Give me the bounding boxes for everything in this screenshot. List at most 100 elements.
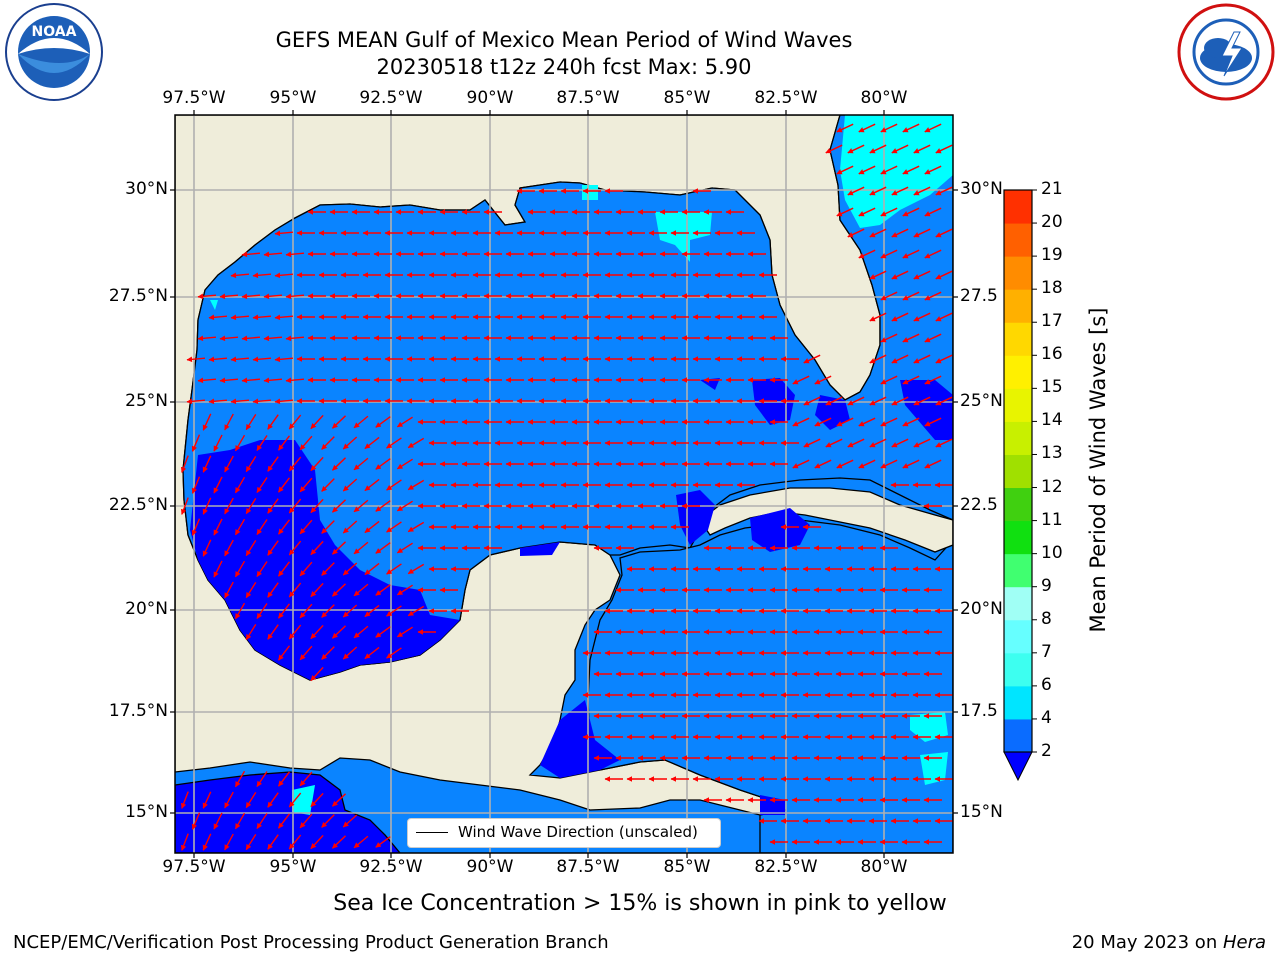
wind-arrow: [858, 417, 876, 427]
wind-arrow: [331, 583, 347, 597]
colorbar-tick-label-6: 10: [1041, 542, 1063, 563]
colorbar-tick-label-1: 4: [1041, 707, 1052, 728]
footer-credit: NCEP/EMC/Verification Post Processing Pr…: [13, 932, 609, 953]
wind-arrow: [252, 356, 272, 363]
wind-arrow: [234, 518, 246, 536]
wind-arrow: [902, 459, 920, 469]
colorbar-swatch-1: [1004, 685, 1032, 720]
wind-arrow: [375, 626, 391, 638]
wind-arrow: [191, 434, 201, 452]
wind-arrow: [880, 375, 898, 385]
wind-arrow: [274, 398, 294, 405]
lat-label-right-1: 27.5: [960, 286, 998, 306]
wind-arrow: [234, 602, 246, 620]
wind-arrow: [285, 335, 305, 342]
map-area: [175, 115, 953, 853]
wind-arrow: [256, 813, 268, 829]
wind-arrow: [310, 414, 324, 430]
noaa-logo-text: NOAA: [32, 24, 77, 40]
lon-label-bottom-2: 92.5°W: [359, 857, 423, 877]
legend-box: Wind Wave Direction (unscaled): [407, 818, 721, 848]
wind-arrow: [321, 562, 335, 576]
wind-arrow: [935, 270, 953, 280]
lon-label-top-0: 97.5°W: [162, 88, 226, 108]
wind-arrow: [191, 518, 201, 536]
wind-arrow: [256, 561, 268, 577]
wind-arrow: [310, 456, 324, 472]
wind-arrow: [891, 186, 909, 196]
wind-arrow: [277, 603, 291, 619]
wind-arrow: [245, 455, 257, 473]
colorbar-swatch-6: [1004, 520, 1032, 555]
wind-arrow: [245, 791, 257, 809]
colorbar-tick-label-4: 8: [1041, 608, 1052, 629]
wind-arrow: [256, 519, 268, 535]
colorbar-tick-label-8: 12: [1041, 476, 1063, 497]
wind-arrow: [836, 459, 854, 469]
wind-arrow: [891, 438, 909, 448]
wind-arrow: [288, 792, 302, 808]
colorbar-tick-label-10: 14: [1041, 410, 1063, 431]
lat-label-right-3: 22.5: [960, 495, 998, 515]
wind-arrow: [342, 520, 358, 534]
wind-arrow: [331, 457, 347, 471]
colorbar-swatch-5: [1004, 553, 1032, 588]
wind-arrow: [310, 792, 324, 808]
colorbar-extend: [1003, 751, 1033, 782]
wind-arrow: [321, 604, 335, 618]
wind-arrow: [364, 646, 380, 660]
wind-arrow: [321, 478, 335, 492]
wind-arrow: [285, 251, 305, 258]
wind-arrow: [935, 354, 953, 364]
wind-arrow: [836, 123, 854, 133]
wind-arrow: [386, 605, 402, 617]
wind-arrow: [245, 497, 257, 515]
wind-arrow: [234, 770, 246, 788]
lon-label-top-3: 90°W: [466, 88, 514, 108]
wind-arrow: [342, 436, 358, 450]
wind-arrow: [814, 375, 832, 385]
colorbar-tick-label-0: 2: [1041, 741, 1052, 761]
wind-arrow: [924, 165, 942, 175]
wind-arrow: [375, 542, 391, 554]
wind-arrow: [224, 497, 234, 515]
wind-arrow: [180, 455, 189, 473]
wind-arrow: [331, 541, 347, 555]
wind-arrow: [353, 625, 369, 639]
wind-arrow: [396, 458, 413, 470]
colorbar-swatch-3: [1004, 619, 1032, 654]
wind-arrow: [219, 335, 239, 342]
wind-arrow: [869, 396, 887, 406]
lon-label-bottom-4: 87.5°W: [556, 857, 620, 877]
lat-label-left-0: 30°N: [125, 179, 168, 199]
lat-label-left-3: 22.5°N: [108, 495, 168, 515]
wind-arrow: [924, 291, 942, 301]
wind-arrow: [913, 186, 931, 196]
wind-arrow: [913, 396, 931, 406]
wind-arrow: [267, 624, 279, 640]
wind-arrow: [342, 814, 358, 828]
wind-arrow: [803, 354, 821, 364]
colorbar-tick-label-17: 21: [1041, 179, 1063, 199]
wind-arrow: [847, 228, 865, 238]
wind-arrow: [913, 312, 931, 322]
wind-arrow: [288, 456, 302, 472]
wind-arrow: [277, 771, 291, 787]
lon-label-top-5: 85°W: [663, 88, 711, 108]
colorbar-swatch-0: [1004, 718, 1032, 753]
wind-arrow: [234, 812, 246, 830]
wind-arrow: [213, 434, 223, 452]
colorbar-tick-label-14: 18: [1041, 278, 1063, 299]
wind-arrow: [331, 499, 347, 513]
wind-arrow: [267, 540, 279, 556]
footer-date-text: 20 May 2023 on: [1071, 932, 1223, 953]
wind-arrow: [924, 249, 942, 259]
wind-arrow: [256, 435, 268, 451]
legend-line-swatch: [416, 832, 448, 833]
lat-label-left-1: 27.5°N: [108, 286, 168, 306]
wind-arrow: [364, 436, 380, 450]
wind-arrow: [858, 249, 876, 259]
wind-arrow: [364, 604, 380, 618]
wind-arrow: [869, 354, 887, 364]
colorbar-tick-label-15: 19: [1041, 245, 1063, 266]
